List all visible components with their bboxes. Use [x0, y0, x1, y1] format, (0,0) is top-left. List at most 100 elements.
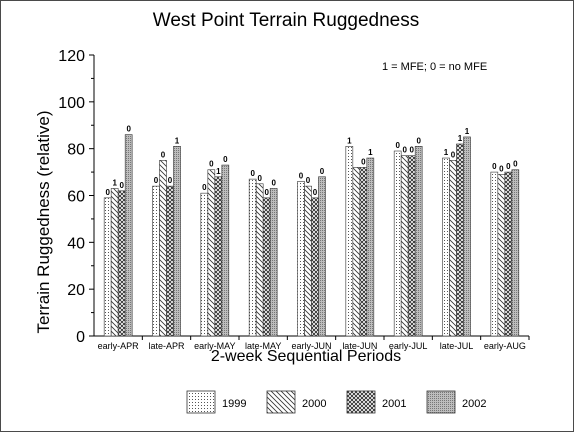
- mfe-data-label: 0: [402, 146, 407, 155]
- legend-label: 2002: [462, 398, 486, 410]
- chart-title: West Point Terrain Ruggedness: [153, 10, 420, 31]
- bar-2000-late-JUN: [352, 167, 361, 337]
- bar-2001-late-MAY: [262, 197, 271, 337]
- x-tick-label: late-JUL: [440, 341, 474, 351]
- bar-2000-early-APR: [110, 188, 119, 337]
- mfe-data-label: 0: [416, 136, 421, 145]
- legend: 1999 2000 2001 2002: [186, 390, 486, 414]
- bar-2002-early-JUL: [414, 146, 423, 337]
- mfe-data-label: 1: [175, 136, 180, 145]
- bar-2000-early-MAY: [207, 169, 216, 337]
- y-tick-label: 0: [76, 329, 85, 346]
- mfe-data-label: 0: [161, 150, 166, 159]
- legend-swatch-2002: [426, 390, 456, 414]
- mfe-data-label: 0: [257, 174, 262, 183]
- mfe-data-label: 0: [223, 155, 228, 164]
- x-tick-label: early-AUG: [484, 341, 526, 351]
- bar-2000-late-APR: [159, 160, 167, 337]
- bar-2001-late-JUL: [456, 143, 464, 337]
- bar-2002-early-MAY: [221, 164, 230, 337]
- bar-2002-late-JUL: [463, 136, 471, 337]
- bar-2000-early-AUG: [497, 174, 506, 337]
- legend-label: 1999: [222, 398, 246, 410]
- mfe-data-label: 1: [347, 136, 352, 145]
- bar-2000-early-JUL: [400, 155, 409, 337]
- y-tick-label: 100: [58, 95, 85, 112]
- bar-2002-early-APR: [124, 134, 133, 337]
- bar-2001-early-JUL: [407, 155, 416, 337]
- bar-1999-early-APR: [103, 197, 112, 337]
- bar-1999-early-JUL: [393, 150, 402, 337]
- mfe-data-label: 0: [250, 169, 255, 178]
- bar-2002-late-APR: [173, 146, 181, 337]
- mfe-data-label: 0: [451, 150, 456, 159]
- bar-1999-late-APR: [152, 185, 160, 337]
- mfe-data-label: 0: [513, 160, 518, 169]
- mfe-data-label: 0: [409, 146, 414, 155]
- mfe-data-label: 1: [368, 148, 373, 157]
- legend-label: 2001: [382, 398, 406, 410]
- mfe-data-label: 0: [499, 164, 504, 173]
- bar-2001-late-JUN: [359, 167, 368, 337]
- legend-swatch-2000: [266, 390, 296, 414]
- bar-2000-early-JUN: [304, 185, 312, 337]
- bar-2001-early-AUG: [504, 171, 513, 337]
- y-tick-label: 20: [67, 282, 85, 299]
- mfe-data-label: 1: [112, 178, 117, 187]
- mfe-data-label: 0: [119, 181, 124, 190]
- bar-1999-late-MAY: [248, 178, 257, 337]
- mfe-data-label: 0: [209, 160, 214, 169]
- bar-2001-early-APR: [117, 190, 126, 337]
- x-axis-title: 2-week Sequential Periods: [211, 348, 401, 365]
- bar-2001-early-JUN: [311, 197, 319, 337]
- x-tick-label: early-MAY: [194, 341, 235, 351]
- bar-1999-late-JUN: [345, 146, 354, 337]
- mfe-data-label: 0: [264, 188, 269, 197]
- mfe-data-label: 0: [361, 157, 366, 166]
- x-tick-label: late-APR: [148, 341, 185, 351]
- bar-2000-late-JUL: [449, 160, 457, 337]
- mfe-data-label: 0: [126, 125, 131, 134]
- x-tick-label: late-MAY: [245, 341, 281, 351]
- mfe-data-label: 1: [458, 134, 463, 143]
- y-tick-label: 60: [67, 189, 85, 206]
- mfe-data-label: 0: [105, 188, 110, 197]
- mfe-data-label: 1: [216, 167, 221, 176]
- bar-1999-early-JUN: [297, 181, 305, 337]
- mfe-data-label: 0: [306, 176, 311, 185]
- legend-swatch-1999: [186, 390, 216, 414]
- mfe-data-label: 0: [271, 178, 276, 187]
- mfe-data-label: 0: [299, 171, 304, 180]
- bar-2002-early-JUN: [318, 176, 326, 337]
- bar-2001-early-MAY: [214, 176, 223, 337]
- y-tick-label: 120: [58, 48, 85, 65]
- bar-2002-early-AUG: [511, 169, 520, 337]
- bar-1999-late-JUL: [442, 157, 450, 337]
- bar-1999-early-MAY: [200, 192, 209, 337]
- mfe-data-label: 0: [313, 188, 318, 197]
- mfe-data-label: 0: [154, 176, 159, 185]
- y-tick-label: 80: [67, 142, 85, 159]
- mfe-data-label: 0: [395, 141, 400, 150]
- chart-annotation: 1 = MFE; 0 = no MFE: [382, 61, 487, 73]
- y-tick-label: 40: [67, 235, 85, 252]
- mfe-data-label: 1: [465, 127, 470, 136]
- bar-2002-late-JUN: [366, 157, 375, 337]
- mfe-data-label: 1: [444, 148, 449, 157]
- mfe-data-label: 0: [168, 176, 173, 185]
- x-tick-label: early-JUL: [389, 341, 428, 351]
- bar-1999-early-AUG: [490, 171, 499, 337]
- mfe-data-label: 0: [320, 167, 325, 176]
- legend-swatch-2001: [346, 390, 376, 414]
- bar-2001-late-APR: [166, 185, 174, 337]
- y-axis-title: Terrain Ruggedness (relative): [34, 111, 53, 334]
- mfe-data-label: 0: [202, 183, 207, 192]
- mfe-data-label: 0: [506, 162, 511, 171]
- bar-2002-late-MAY: [269, 188, 278, 337]
- bar-2000-late-MAY: [255, 183, 264, 337]
- x-tick-label: late-JUN: [342, 341, 377, 351]
